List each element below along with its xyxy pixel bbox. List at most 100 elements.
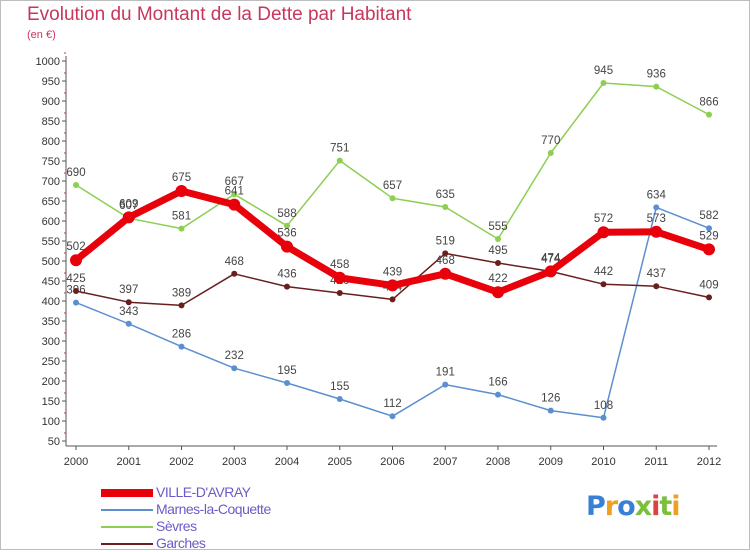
data-point bbox=[70, 254, 82, 267]
data-label: 286 bbox=[172, 329, 191, 341]
data-label: 191 bbox=[436, 367, 455, 379]
data-label: 657 bbox=[383, 180, 402, 192]
data-label: 232 bbox=[225, 350, 244, 362]
y-tick-label: 400 bbox=[42, 296, 60, 308]
data-label: 437 bbox=[647, 268, 666, 280]
y-tick-label: 350 bbox=[42, 316, 60, 328]
legend-swatch bbox=[101, 489, 153, 497]
x-tick-label: 2003 bbox=[222, 456, 246, 468]
data-label: 635 bbox=[436, 189, 455, 201]
data-point bbox=[386, 279, 399, 292]
data-label: 468 bbox=[225, 256, 244, 268]
data-label: 458 bbox=[330, 259, 349, 271]
logo-letter: t bbox=[659, 491, 672, 522]
x-tick-label: 2005 bbox=[328, 456, 352, 468]
data-point bbox=[178, 225, 185, 232]
data-point bbox=[547, 407, 554, 414]
data-point bbox=[175, 185, 188, 197]
data-point bbox=[653, 83, 660, 90]
data-point bbox=[73, 288, 79, 294]
data-point bbox=[653, 204, 660, 211]
data-point bbox=[600, 414, 607, 421]
data-label: 675 bbox=[172, 172, 191, 184]
legend-swatch bbox=[101, 526, 153, 528]
x-tick-label: 2010 bbox=[591, 456, 615, 468]
legend-label: Garches bbox=[156, 535, 206, 551]
y-tick-label: 100 bbox=[42, 416, 60, 428]
x-tick-label: 2006 bbox=[380, 456, 404, 468]
x-tick-label: 2002 bbox=[169, 456, 193, 468]
data-label: 343 bbox=[119, 306, 138, 318]
data-point bbox=[442, 250, 449, 257]
data-point bbox=[284, 222, 290, 229]
x-tick-label: 2011 bbox=[644, 456, 668, 468]
data-point bbox=[125, 320, 132, 327]
data-label: 422 bbox=[488, 273, 507, 285]
data-point bbox=[125, 299, 132, 306]
data-point bbox=[336, 396, 343, 402]
chart-title: Evolution du Montant de la Dette par Hab… bbox=[27, 4, 412, 25]
y-tick-label: 800 bbox=[42, 136, 60, 148]
data-point bbox=[122, 211, 135, 224]
y-tick-label: 50 bbox=[48, 436, 60, 448]
y-tick-label: 550 bbox=[42, 236, 60, 248]
x-tick-label: 2012 bbox=[697, 456, 721, 468]
data-point bbox=[284, 380, 290, 386]
data-point bbox=[389, 195, 396, 202]
data-point bbox=[706, 294, 712, 301]
data-label: 572 bbox=[594, 213, 613, 225]
data-label: 155 bbox=[330, 381, 349, 393]
x-tick-label: 2004 bbox=[275, 456, 299, 468]
legend-swatch bbox=[101, 509, 153, 511]
y-tick-label: 750 bbox=[42, 156, 60, 168]
data-point bbox=[495, 260, 501, 266]
data-label: 690 bbox=[66, 167, 85, 179]
data-point bbox=[73, 299, 79, 306]
data-point bbox=[336, 157, 343, 164]
y-tick-label: 500 bbox=[42, 256, 60, 268]
logo-letter: P bbox=[586, 491, 606, 522]
data-label: 634 bbox=[647, 189, 667, 201]
x-tick-label: 2007 bbox=[433, 456, 457, 468]
data-point bbox=[231, 365, 238, 372]
data-point bbox=[703, 243, 715, 256]
y-tick-label: 900 bbox=[42, 96, 60, 108]
y-tick-label: 850 bbox=[42, 116, 60, 128]
data-label: 581 bbox=[172, 211, 191, 223]
data-label: 425 bbox=[66, 273, 85, 285]
data-label: 195 bbox=[277, 365, 296, 377]
data-point bbox=[547, 150, 554, 156]
data-label: 866 bbox=[699, 97, 718, 109]
y-tick-label: 450 bbox=[42, 276, 60, 288]
data-label: 588 bbox=[277, 208, 296, 220]
legend-label: VILLE-D'AVRAY bbox=[156, 484, 251, 500]
data-point bbox=[231, 191, 238, 198]
data-point bbox=[597, 226, 610, 239]
data-label: 495 bbox=[488, 245, 507, 257]
logo-letter: x bbox=[634, 491, 652, 522]
y-tick-label: 150 bbox=[42, 396, 60, 408]
data-label: 770 bbox=[541, 135, 560, 147]
series-line bbox=[75, 206, 710, 419]
data-point bbox=[284, 283, 290, 290]
data-label: 573 bbox=[647, 213, 666, 225]
data-label: 468 bbox=[436, 255, 455, 267]
data-label: 166 bbox=[488, 377, 507, 389]
proxiti-logo: Proxiti bbox=[586, 491, 681, 522]
data-label: 667 bbox=[225, 176, 244, 188]
legend-swatch bbox=[101, 543, 153, 545]
logo-letter: o bbox=[617, 491, 636, 522]
data-label: 474 bbox=[541, 253, 561, 265]
data-point bbox=[178, 302, 185, 309]
chart-unit: (en €) bbox=[27, 29, 56, 41]
data-label: 641 bbox=[225, 186, 244, 198]
y-tick-label: 700 bbox=[42, 176, 60, 188]
data-label: 474 bbox=[541, 252, 561, 264]
x-tick-label: 2000 bbox=[64, 456, 88, 468]
data-point bbox=[228, 198, 241, 211]
data-point bbox=[333, 271, 346, 284]
data-label: 582 bbox=[699, 210, 718, 222]
data-point bbox=[706, 225, 712, 232]
